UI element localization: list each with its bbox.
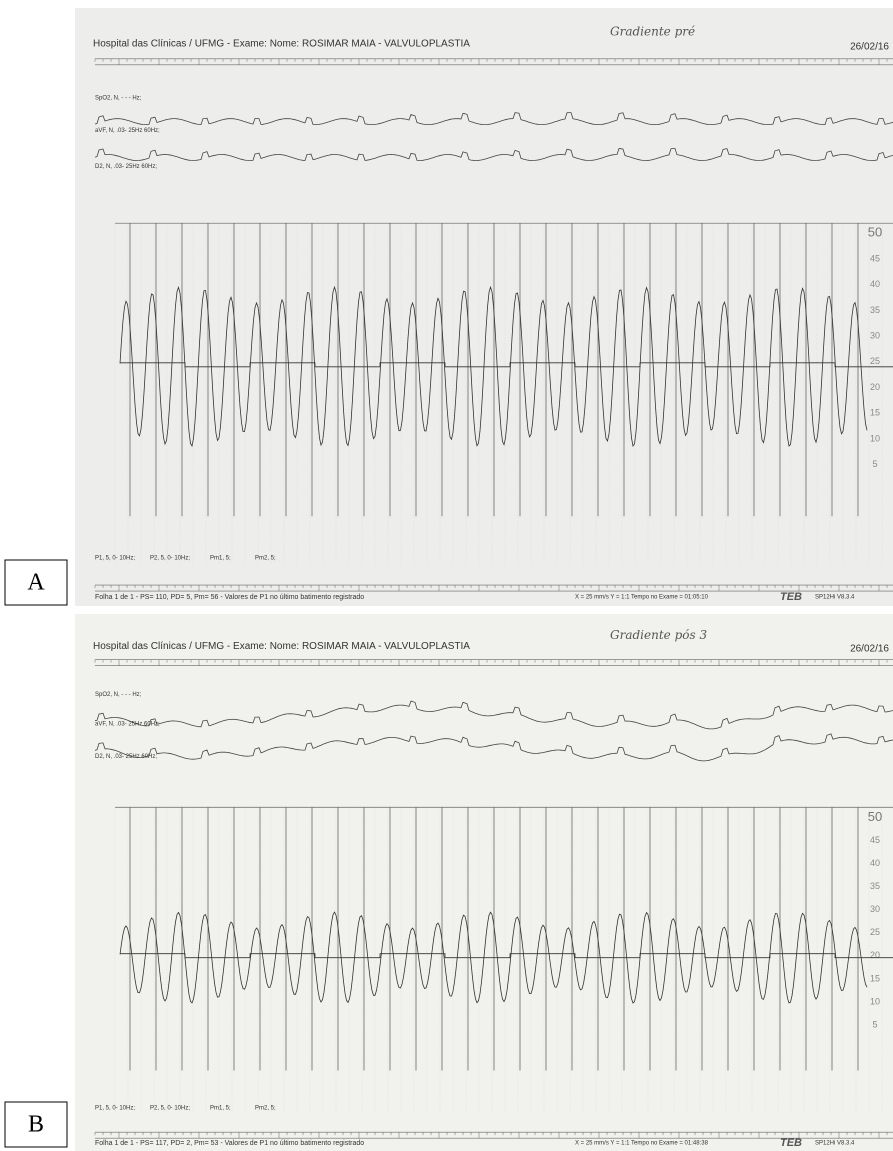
ecg-trace: [94, 700, 893, 730]
footer: Folha 1 de 1 - PS= 117, PD= 2, Pm= 53 - …: [95, 1140, 364, 1147]
panel-label: B: [28, 1112, 44, 1138]
scale-label: 45: [870, 253, 880, 263]
scale-label: 40: [870, 279, 880, 289]
header: Hospital das Clínicas / UFMG - Exame: No…: [93, 641, 470, 652]
scale-label: 10: [870, 433, 880, 443]
paper: [75, 614, 893, 1151]
panel-label: A: [27, 570, 45, 596]
scale-label: 10: [870, 996, 880, 1006]
pressure-channel-label: Pm1, 5;: [210, 1106, 231, 1112]
scale-label: 45: [870, 835, 880, 845]
date: 26/02/16: [850, 644, 889, 655]
handwritten-note: Gradiente pré: [610, 24, 695, 38]
scale-label: 30: [870, 904, 880, 914]
scale-label: 20: [870, 382, 880, 392]
pressure-channel-label: Pm1, 5;: [210, 556, 231, 562]
scale-label: 15: [870, 408, 880, 418]
scale-label: 50: [868, 809, 882, 824]
version: SP12Hi V8.3.4: [815, 595, 855, 601]
scale-label: 20: [870, 950, 880, 960]
pressure-trace: [119, 911, 868, 1004]
panel-label-box: [4, 1101, 68, 1148]
ecg-trace: [94, 733, 893, 762]
scale-label: 5: [872, 459, 877, 469]
channel-label: aVF, N, .03- 25Hz 60Hz;: [95, 128, 160, 134]
pressure-channel-label: P1, 5, 0- 10Hz;: [95, 1106, 135, 1112]
scale-label: 40: [870, 858, 880, 868]
channel-label: SpO2, N, - - - Hz;: [95, 95, 142, 101]
logo: TEB: [780, 1137, 802, 1149]
settings: X = 25 mm/s Y = 1:1 Tempo no Exame = 01:…: [575, 1141, 709, 1147]
printout: Hospital das Clínicas / UFMG - Exame: No…: [75, 614, 893, 1151]
pressure-channel-label: P2, 5, 0- 10Hz;: [150, 1106, 190, 1112]
pressure-channel-label: Pm2, 5;: [255, 1106, 276, 1112]
scale-label: 30: [870, 331, 880, 341]
version: SP12Hi V8.3.4: [815, 1141, 855, 1147]
scale-label: 15: [870, 973, 880, 983]
logo: TEB: [780, 591, 802, 603]
scale-label: 25: [870, 356, 880, 366]
channel-label: D2, N, .03- 25Hz 60Hz;: [95, 754, 157, 760]
channel-label: SpO2, N, - - - Hz;: [95, 692, 142, 698]
date: 26/02/16: [850, 42, 889, 53]
scale-label: 50: [868, 225, 882, 240]
settings: X = 25 mm/s Y = 1:1 Tempo no Exame = 01:…: [575, 595, 709, 601]
panel-label-box: [4, 559, 68, 606]
scale-label: 5: [872, 1020, 877, 1030]
footer: Folha 1 de 1 - PS= 110, PD= 5, Pm= 56 - …: [95, 594, 364, 601]
handwritten-note: Gradiente pós 3: [610, 628, 707, 642]
channel-label: aVF, N, .03- 25Hz 60Hz;: [95, 722, 160, 728]
header: Hospital das Clínicas / UFMG - Exame: No…: [93, 39, 470, 50]
scale-label: 35: [870, 881, 880, 891]
pressure-trace: [119, 285, 868, 447]
pressure-channel-label: Pm2, 5;: [255, 556, 276, 562]
printout: Hospital das Clínicas / UFMG - Exame: No…: [75, 8, 893, 606]
scale-label: 25: [870, 927, 880, 937]
paper: [75, 8, 893, 606]
mean-line: [120, 953, 893, 959]
ecg-trace: [94, 112, 893, 126]
scale-label: 35: [870, 305, 880, 315]
pressure-channel-label: P1, 5, 0- 10Hz;: [95, 556, 135, 562]
mean-line: [120, 362, 893, 368]
pressure-channel-label: P2, 5, 0- 10Hz;: [150, 556, 190, 562]
channel-label: D2, N, .03- 25Hz 60Hz;: [95, 164, 157, 170]
ecg-trace: [94, 148, 893, 161]
